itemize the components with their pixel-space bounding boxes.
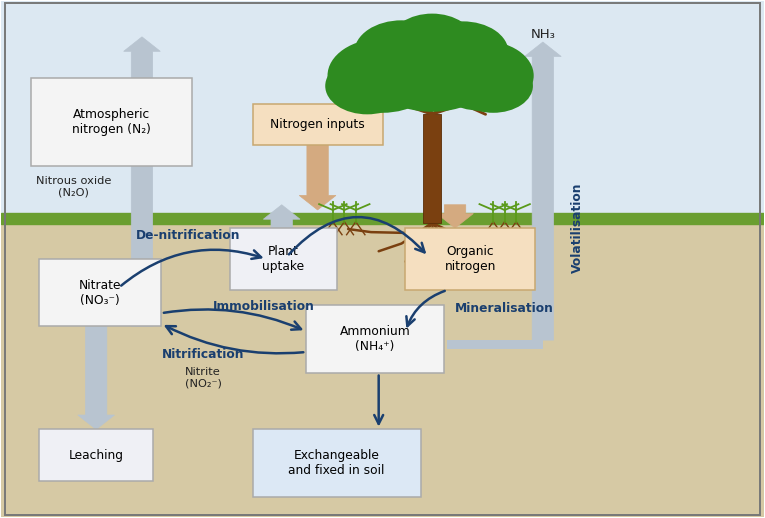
Bar: [1, 218, 764, 517]
Circle shape: [454, 59, 533, 113]
FancyBboxPatch shape: [405, 228, 536, 290]
Polygon shape: [124, 37, 161, 326]
Circle shape: [327, 38, 438, 113]
FancyBboxPatch shape: [252, 104, 382, 146]
Text: Nitrification: Nitrification: [162, 348, 244, 361]
Text: Nitrite
(NO₂⁻): Nitrite (NO₂⁻): [184, 367, 222, 388]
Circle shape: [430, 40, 534, 111]
Circle shape: [363, 19, 501, 112]
FancyBboxPatch shape: [230, 228, 337, 290]
Bar: [1, 1, 764, 218]
FancyBboxPatch shape: [252, 429, 421, 497]
Circle shape: [417, 21, 509, 83]
Bar: [1, 213, 764, 224]
Text: Exchangeable
and fixed in soil: Exchangeable and fixed in soil: [288, 449, 385, 477]
Text: De-nitrification: De-nitrification: [135, 229, 240, 242]
Text: Immobilisation: Immobilisation: [213, 300, 315, 313]
Polygon shape: [78, 326, 115, 429]
Polygon shape: [437, 205, 474, 228]
Text: Atmospheric
nitrogen (N₂): Atmospheric nitrogen (N₂): [72, 108, 151, 136]
Text: Nitrate
(NO₃⁻): Nitrate (NO₃⁻): [79, 279, 121, 307]
FancyBboxPatch shape: [39, 259, 161, 326]
Text: Volatilisation: Volatilisation: [571, 183, 584, 274]
Bar: [448, 340, 543, 350]
Text: Organic
nitrogen: Organic nitrogen: [444, 245, 496, 273]
Polygon shape: [525, 42, 562, 340]
Polygon shape: [263, 205, 300, 228]
Polygon shape: [299, 109, 336, 210]
Circle shape: [390, 13, 474, 70]
Bar: [423, 114, 441, 223]
Circle shape: [325, 57, 409, 114]
Text: NH₃: NH₃: [530, 28, 555, 41]
Text: Leaching: Leaching: [69, 449, 124, 462]
FancyBboxPatch shape: [31, 78, 191, 166]
FancyBboxPatch shape: [39, 429, 154, 481]
Text: Plant
uptake: Plant uptake: [262, 245, 304, 273]
Text: Ammonium
(NH₄⁺): Ammonium (NH₄⁺): [340, 325, 410, 353]
Text: Mineralisation: Mineralisation: [455, 301, 554, 314]
Text: Nitrous oxide
(N₂O): Nitrous oxide (N₂O): [35, 176, 111, 197]
Text: Nitrogen inputs: Nitrogen inputs: [270, 118, 365, 131]
FancyBboxPatch shape: [306, 306, 444, 372]
Circle shape: [354, 20, 449, 84]
